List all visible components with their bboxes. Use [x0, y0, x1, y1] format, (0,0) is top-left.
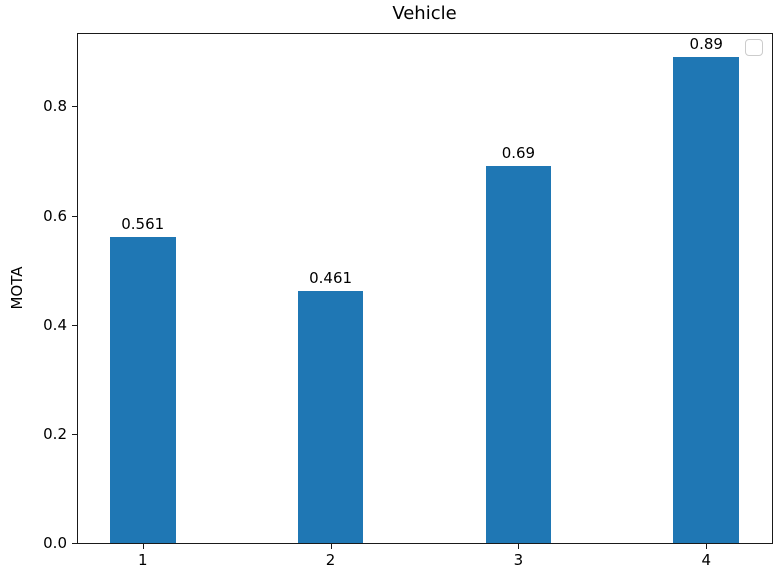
x-tick-label: 4 [701, 551, 712, 569]
bar [297, 291, 364, 543]
x-tick-mark [706, 544, 708, 549]
legend-box [745, 39, 763, 56]
bar-value-label: 0.461 [309, 269, 353, 288]
y-tick-label: 0.6 [43, 206, 67, 225]
x-tick-mark [518, 544, 520, 549]
y-tick-mark [72, 324, 77, 326]
y-tick-mark [72, 543, 77, 544]
bar-value-label: 0.561 [121, 214, 165, 233]
x-tick-label: 3 [513, 551, 524, 569]
bar [673, 57, 740, 543]
y-tick-mark [72, 215, 77, 217]
x-tick-label: 2 [325, 551, 336, 569]
y-tick-label: 0.2 [43, 424, 67, 443]
y-tick-label: 0.8 [43, 97, 67, 116]
bar-value-label: 0.89 [689, 35, 723, 54]
y-tick-mark [72, 433, 77, 435]
y-tick-label: 0.4 [43, 315, 67, 334]
plot-area [77, 33, 773, 544]
x-tick-mark [330, 544, 332, 549]
y-tick-label: 0.0 [43, 534, 67, 552]
y-tick-mark [72, 106, 77, 108]
bar [485, 166, 552, 543]
x-tick-mark [142, 544, 144, 549]
x-tick-label: 1 [137, 551, 148, 569]
bar-value-label: 0.69 [501, 144, 536, 163]
bar [109, 236, 176, 543]
chart-title: Vehicle [392, 3, 457, 24]
